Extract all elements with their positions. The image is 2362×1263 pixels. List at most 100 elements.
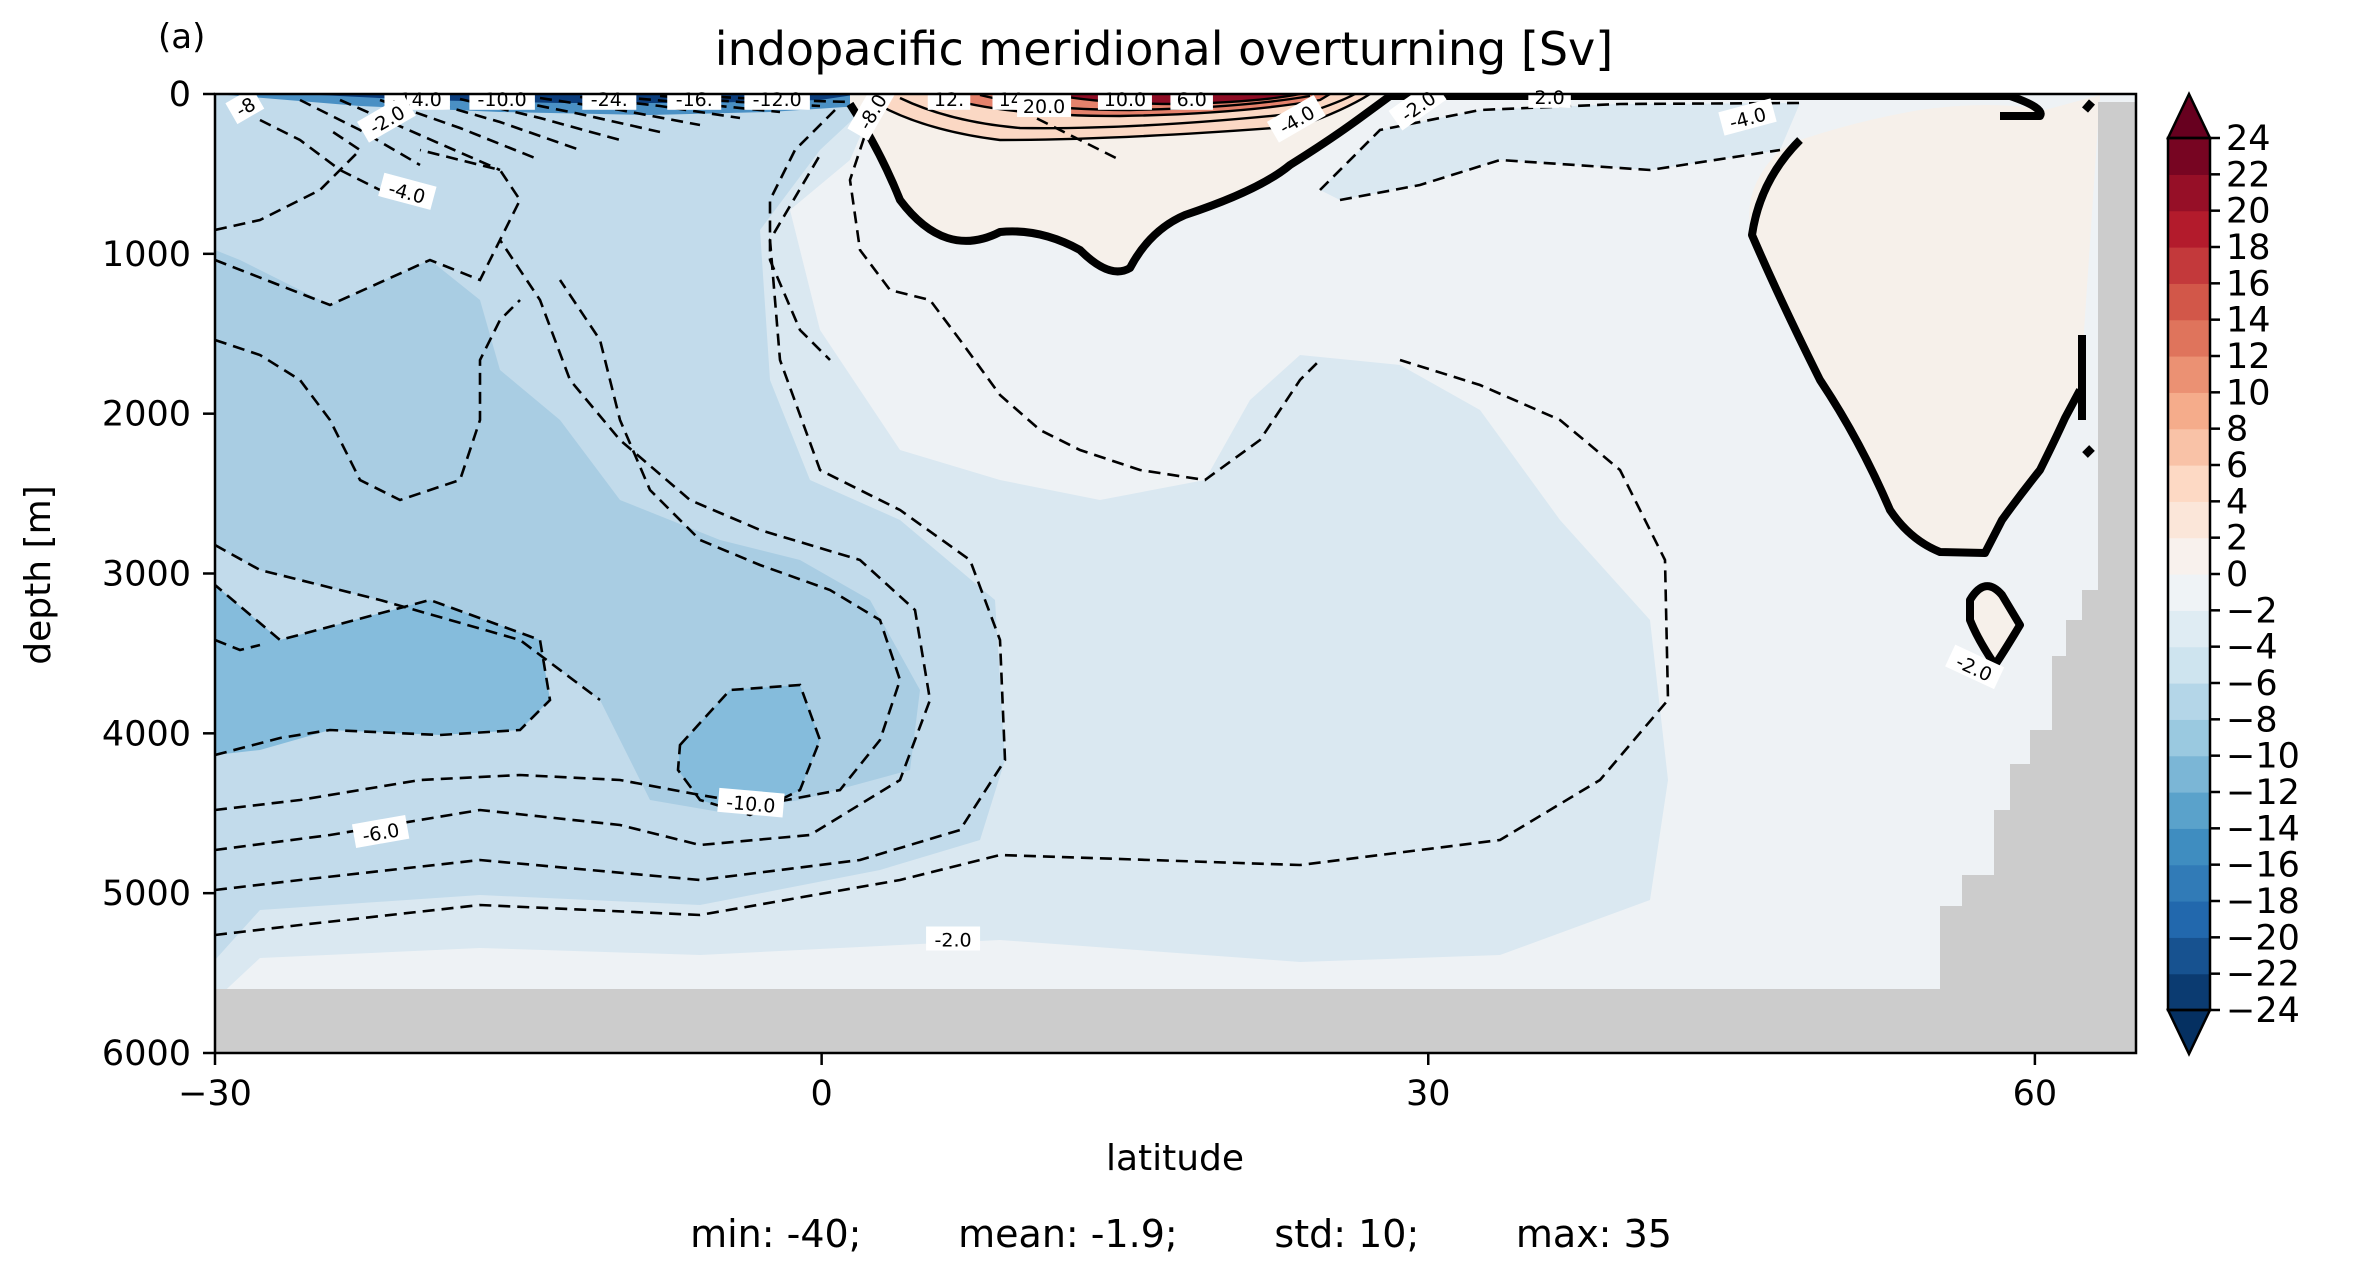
x-tick-label: 30 bbox=[1406, 1074, 1451, 1114]
field-band-minus-8 bbox=[215, 250, 920, 812]
colorbar-band bbox=[2168, 901, 2210, 938]
colorbar-tick-label: 4 bbox=[2226, 482, 2248, 522]
colorbar-tick-label: −10 bbox=[2226, 737, 2300, 777]
x-axis: −30 0 30 60 bbox=[178, 1053, 2057, 1114]
contour-label: -10.0 bbox=[469, 85, 535, 111]
colorbar-band bbox=[2168, 174, 2210, 212]
y-axis-label: depth [m] bbox=[18, 485, 59, 664]
colorbar-tick-label: 0 bbox=[2226, 555, 2248, 595]
chart-title: indopacific meridional overturning [Sv] bbox=[715, 22, 1613, 76]
colorbar-tick-label: −12 bbox=[2226, 773, 2300, 813]
contour-label-text: 12. bbox=[934, 89, 964, 111]
contour-label: 2.0 bbox=[1528, 83, 1571, 109]
colorbar-tick-label: −22 bbox=[2226, 955, 2300, 995]
contour-label-text: 10.0 bbox=[1104, 89, 1146, 111]
colorbar-tick-label: 16 bbox=[2226, 264, 2271, 304]
zero-contours bbox=[846, 94, 2096, 669]
colorbar-extend-top bbox=[2166, 91, 2212, 140]
colorbar-band bbox=[2168, 937, 2210, 975]
colorbar-tick-label: −18 bbox=[2226, 882, 2300, 922]
colorbar-tick-label: 20 bbox=[2226, 192, 2271, 232]
colorbar-band bbox=[2168, 755, 2210, 793]
colorbar-band bbox=[2168, 719, 2210, 757]
colorbar-band bbox=[2168, 465, 2210, 502]
colorbar-tick-label: 6 bbox=[2226, 446, 2248, 486]
contour-label: 20.0 bbox=[1017, 92, 1072, 118]
stats-line: min: -40; mean: -1.9; std: 10; max: 35 bbox=[0, 1212, 2362, 1256]
colorbar-band bbox=[2168, 683, 2210, 720]
contour-label: -4.0 bbox=[1718, 98, 1777, 136]
colorbar-tick-label: −24 bbox=[2226, 991, 2300, 1031]
stat-max: max: 35 bbox=[1515, 1212, 1672, 1256]
colorbar-tick-label: 8 bbox=[2226, 410, 2248, 450]
colorbar-tick-label: −16 bbox=[2226, 846, 2300, 886]
x-tick-label: 60 bbox=[2013, 1074, 2058, 1114]
panel-label: (a) bbox=[158, 17, 205, 57]
dashed-contours bbox=[215, 94, 1801, 937]
colorbar-extend-bottom bbox=[2166, 1008, 2212, 1057]
colorbar-band bbox=[2168, 864, 2210, 902]
colorbar-tick-label: −20 bbox=[2226, 918, 2300, 958]
colorbar-band bbox=[2168, 501, 2210, 539]
colorbar-tick-label: −6 bbox=[2226, 664, 2278, 704]
colorbar-band bbox=[2168, 428, 2210, 466]
contour-label-text: -10.0 bbox=[478, 89, 527, 111]
colorbar-tick-label: 14 bbox=[2226, 301, 2271, 341]
y-axis: 0 1000 2000 3000 4000 5000 6000 bbox=[102, 75, 215, 1074]
contour-label: -2.0 bbox=[926, 926, 981, 952]
contour-label-text: 6.0 bbox=[1177, 89, 1207, 111]
y-tick-label: 5000 bbox=[102, 874, 191, 914]
contour-label-text: -16. bbox=[676, 89, 713, 111]
stat-std: std: 10; bbox=[1274, 1212, 1420, 1256]
colorbar-band bbox=[2168, 610, 2210, 648]
contour-label: 10.0 bbox=[1097, 85, 1152, 111]
colorbar-tick-label: −8 bbox=[2226, 700, 2278, 740]
land-mask bbox=[215, 102, 2136, 1053]
y-tick-label: 1000 bbox=[102, 235, 191, 275]
colorbar-tick-label: −4 bbox=[2226, 628, 2278, 668]
y-tick-label: 4000 bbox=[102, 714, 191, 754]
colorbar-tick-label: −2 bbox=[2226, 591, 2278, 631]
contour-label: -10.0 bbox=[717, 787, 785, 818]
contour-label: -6.0 bbox=[351, 814, 410, 848]
colorbar: −24−22−20−18−16−14−12−10−8−6−4−202468101… bbox=[2166, 91, 2300, 1057]
colorbar-band bbox=[2168, 210, 2210, 248]
colorbar-band bbox=[2168, 283, 2210, 321]
x-tick-label: 0 bbox=[810, 1074, 832, 1114]
contour-label: -12.0 bbox=[744, 85, 810, 111]
colorbar-tick-label: −14 bbox=[2226, 809, 2300, 849]
x-axis-label: latitude bbox=[1106, 1138, 1244, 1179]
colorbar-band bbox=[2168, 646, 2210, 684]
plot-area bbox=[215, 94, 2136, 1053]
colorbar-band bbox=[2168, 537, 2210, 575]
colorbar-tick-label: 18 bbox=[2226, 228, 2271, 268]
y-tick-label: 0 bbox=[169, 75, 191, 115]
colorbar-tick-label: 22 bbox=[2226, 155, 2271, 195]
colorbar-band bbox=[2168, 574, 2210, 611]
colorbar-tick-label: 12 bbox=[2226, 337, 2271, 377]
colorbar-band bbox=[2168, 792, 2210, 829]
colorbar-band bbox=[2168, 973, 2210, 1011]
x-tick-label: −30 bbox=[178, 1074, 252, 1114]
y-tick-label: 6000 bbox=[102, 1034, 191, 1074]
colorbar-band bbox=[2168, 138, 2210, 175]
stat-min: min: -40; bbox=[690, 1212, 862, 1256]
colorbar-band bbox=[2168, 247, 2210, 284]
contour-label: 6.0 bbox=[1170, 85, 1213, 111]
colorbar-band bbox=[2168, 828, 2210, 866]
stat-mean: mean: -1.9; bbox=[958, 1212, 1178, 1256]
y-tick-label: 2000 bbox=[102, 395, 191, 435]
contour-label-text: -2.0 bbox=[935, 930, 972, 952]
field-band-minus-10-eq bbox=[678, 685, 820, 815]
y-tick-label: 3000 bbox=[102, 555, 191, 595]
field-band-minus-10 bbox=[215, 585, 550, 755]
contour-label: -24. bbox=[582, 85, 637, 111]
contour-label-text: -12.0 bbox=[753, 89, 802, 111]
colorbar-tick-label: 2 bbox=[2226, 519, 2248, 559]
contour-label: -16. bbox=[667, 85, 722, 111]
colorbar-band bbox=[2168, 392, 2210, 430]
positive-cell-north bbox=[1749, 95, 2100, 553]
contour-label-text: 20.0 bbox=[1023, 96, 1065, 118]
contour-label-text: 2.0 bbox=[1534, 87, 1564, 109]
